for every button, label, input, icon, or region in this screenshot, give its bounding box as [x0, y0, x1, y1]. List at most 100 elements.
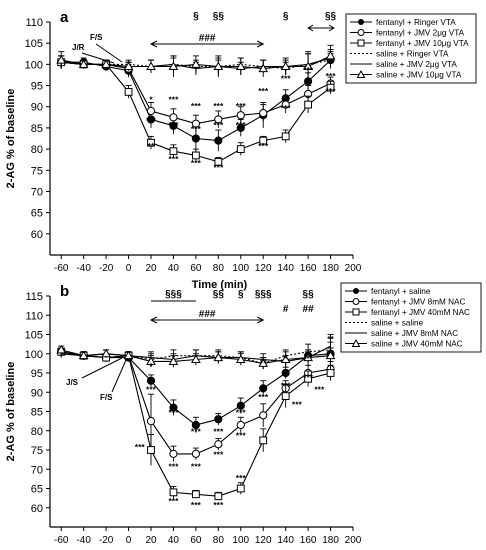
asterisk-marker: ***: [168, 94, 179, 104]
asterisk-marker: **: [327, 334, 334, 344]
data-point: [280, 354, 291, 364]
x-tick-label: -60: [54, 263, 69, 274]
asterisk-marker: *: [284, 353, 288, 363]
data-point: [214, 157, 223, 166]
legend-label: saline + saline: [371, 319, 424, 328]
asterisk-marker: ***: [258, 141, 269, 151]
y-tick-label: 65: [31, 484, 43, 496]
significance-marker: §: [238, 289, 244, 300]
data-point: [169, 449, 178, 458]
data-point: [236, 111, 245, 120]
asterisk-marker: *: [172, 353, 176, 363]
range-arrowhead: [256, 316, 265, 324]
range-arrowhead: [256, 40, 265, 48]
panel-a-label: a: [60, 9, 69, 26]
y-tick-label: 65: [31, 208, 43, 220]
panel-b-label: b: [60, 283, 69, 300]
data-point: [259, 411, 268, 420]
data-point: [124, 88, 133, 96]
legend-label: fentanyl + JMV 40mM NAC: [371, 308, 470, 317]
asterisk-marker: ***: [191, 427, 202, 437]
y-tick-label: 80: [31, 144, 43, 156]
asterisk-marker: ***: [213, 450, 224, 460]
data-point: [214, 440, 223, 449]
data-point: [236, 420, 245, 430]
x-tick-label: 180: [322, 535, 339, 546]
asterisk-marker: ***: [326, 71, 337, 81]
y-tick-label: 100: [25, 349, 43, 361]
asterisk-marker: ***: [281, 103, 292, 113]
data-point: [304, 374, 313, 383]
data-point: [191, 420, 200, 430]
data-point: [123, 350, 134, 360]
asterisk-marker: ***: [236, 473, 247, 483]
legend-marker: [351, 338, 361, 347]
data-point: [191, 134, 200, 143]
asterisk-marker: ***: [236, 101, 247, 111]
asterisk-marker: ***: [292, 400, 303, 410]
significance-marker: §§: [213, 11, 225, 22]
y-tick-label: 85: [31, 123, 43, 135]
legend-marker: [356, 69, 366, 78]
series-line: [61, 351, 331, 455]
x-tick-label: 0: [126, 535, 132, 546]
x-tick-label: -60: [54, 535, 69, 546]
legend-label: saline + JMV 8mM NAC: [371, 329, 458, 338]
asterisk-marker: ***: [213, 500, 224, 510]
data-point: [214, 136, 223, 145]
asterisk-marker: ***: [281, 380, 292, 390]
asterisk-marker: ***: [191, 158, 202, 168]
data-point: [191, 449, 200, 458]
data-point: [146, 106, 156, 116]
data-point: [123, 61, 134, 70]
legend-marker: [352, 298, 360, 305]
x-tick-label: 80: [213, 263, 225, 274]
data-point: [191, 119, 200, 128]
data-point: [101, 59, 111, 68]
legend-label: fentanyl + JMV 2μg VTA: [376, 29, 465, 38]
data-point: [304, 100, 313, 109]
x-tick-label: -40: [76, 263, 91, 274]
asterisk-marker: ***: [236, 120, 247, 130]
x-tick-label: -20: [99, 535, 114, 546]
legend-label: fentanyl + JMV 8mM NAC: [371, 298, 465, 307]
legend-label: saline + JMV 10μg VTA: [376, 71, 462, 80]
legend-marker: [352, 308, 360, 316]
data-point: [146, 61, 156, 70]
injection-label: F/S: [90, 33, 103, 42]
x-tick-label: 60: [190, 263, 202, 274]
legend: fentanyl + saline fentanyl + JMV 8mM NACf…: [340, 282, 482, 353]
y-tick-label: 70: [31, 186, 43, 198]
y-axis-label: 2-AG % of baseline: [5, 89, 17, 189]
asterisk-marker: ***: [168, 154, 179, 164]
significance-marker: §§: [213, 289, 225, 300]
x-tick-label: 160: [300, 263, 317, 274]
data-point: [326, 83, 335, 92]
data-point: [214, 115, 223, 124]
range-arrowhead: [149, 316, 158, 324]
injection-arrow: [81, 357, 123, 379]
x-tick-label: 20: [145, 263, 157, 274]
data-point: [146, 417, 156, 426]
data-point: [56, 344, 67, 354]
data-point: [147, 446, 155, 454]
significance-marker: §§§: [255, 289, 272, 300]
data-point: [236, 484, 245, 493]
data-point: [258, 358, 269, 367]
legend-marker: [357, 39, 365, 47]
legend-label: fentanyl + Ringer VTA: [376, 18, 456, 27]
y-tick-label: 110: [25, 17, 43, 29]
legend-label: saline + JMV 2μg VTA: [376, 60, 457, 69]
data-point: [78, 350, 89, 360]
panel-b: b 60 65 70 75 80 85 90 95 100 105 110 115 -60 -40 -20 0…: [5, 282, 482, 546]
y-tick-label: 60: [31, 229, 43, 241]
data-point: [169, 147, 178, 156]
y-tick-label: 95: [31, 81, 43, 93]
injection-label: F/S: [100, 393, 113, 402]
injection-label: J/S: [66, 378, 79, 387]
data-point: [214, 492, 223, 501]
asterisk-marker: ***: [314, 384, 325, 394]
asterisk-marker: ***: [303, 373, 314, 383]
x-tick-label: 100: [232, 263, 249, 274]
